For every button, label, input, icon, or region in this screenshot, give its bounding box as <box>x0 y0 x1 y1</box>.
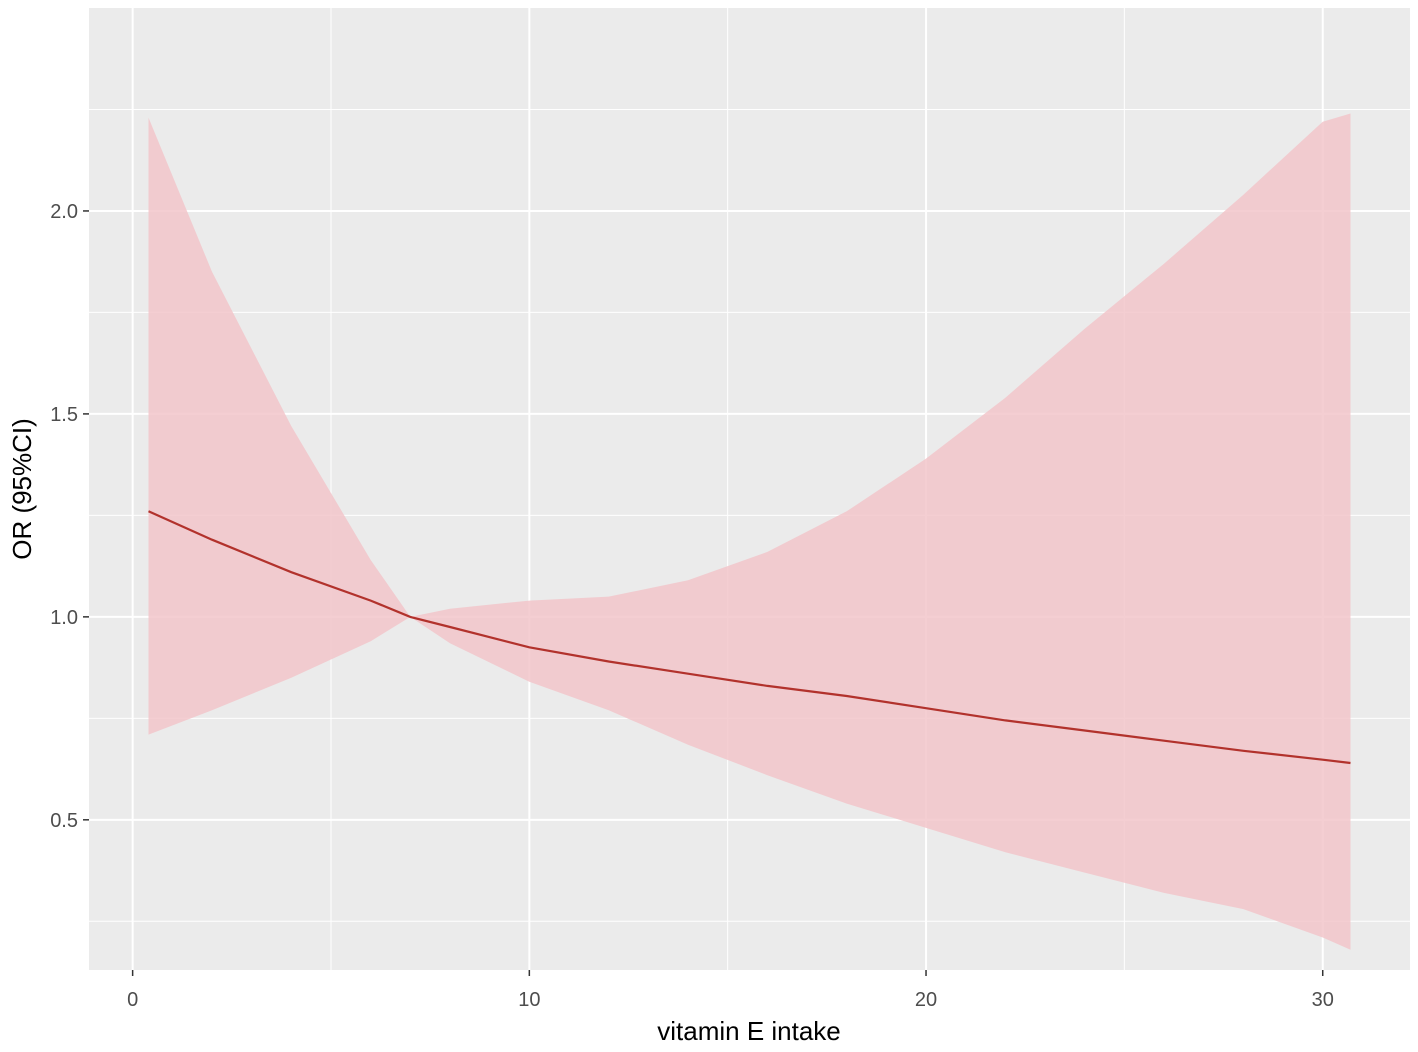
y-axis: 0.5 1.0 1.5 2.0 <box>50 201 89 832</box>
x-tick-label: 0 <box>127 989 138 1011</box>
y-tick-label: 1.5 <box>50 404 78 426</box>
y-axis-title: OR (95%CI) <box>7 418 37 560</box>
x-tick-label: 10 <box>518 989 540 1011</box>
y-tick-label: 1.0 <box>50 607 78 629</box>
x-axis: 0 10 20 30 <box>127 970 1334 1011</box>
x-tick-label: 20 <box>915 989 937 1011</box>
or-curve <box>148 510 1351 765</box>
y-tick-label: 0.5 <box>50 810 78 832</box>
confidence-ribbon <box>148 113 1351 950</box>
y-tick-label: 2.0 <box>50 201 78 223</box>
x-axis-title: vitamin E intake <box>657 1016 841 1046</box>
x-tick-label: 30 <box>1312 989 1334 1011</box>
